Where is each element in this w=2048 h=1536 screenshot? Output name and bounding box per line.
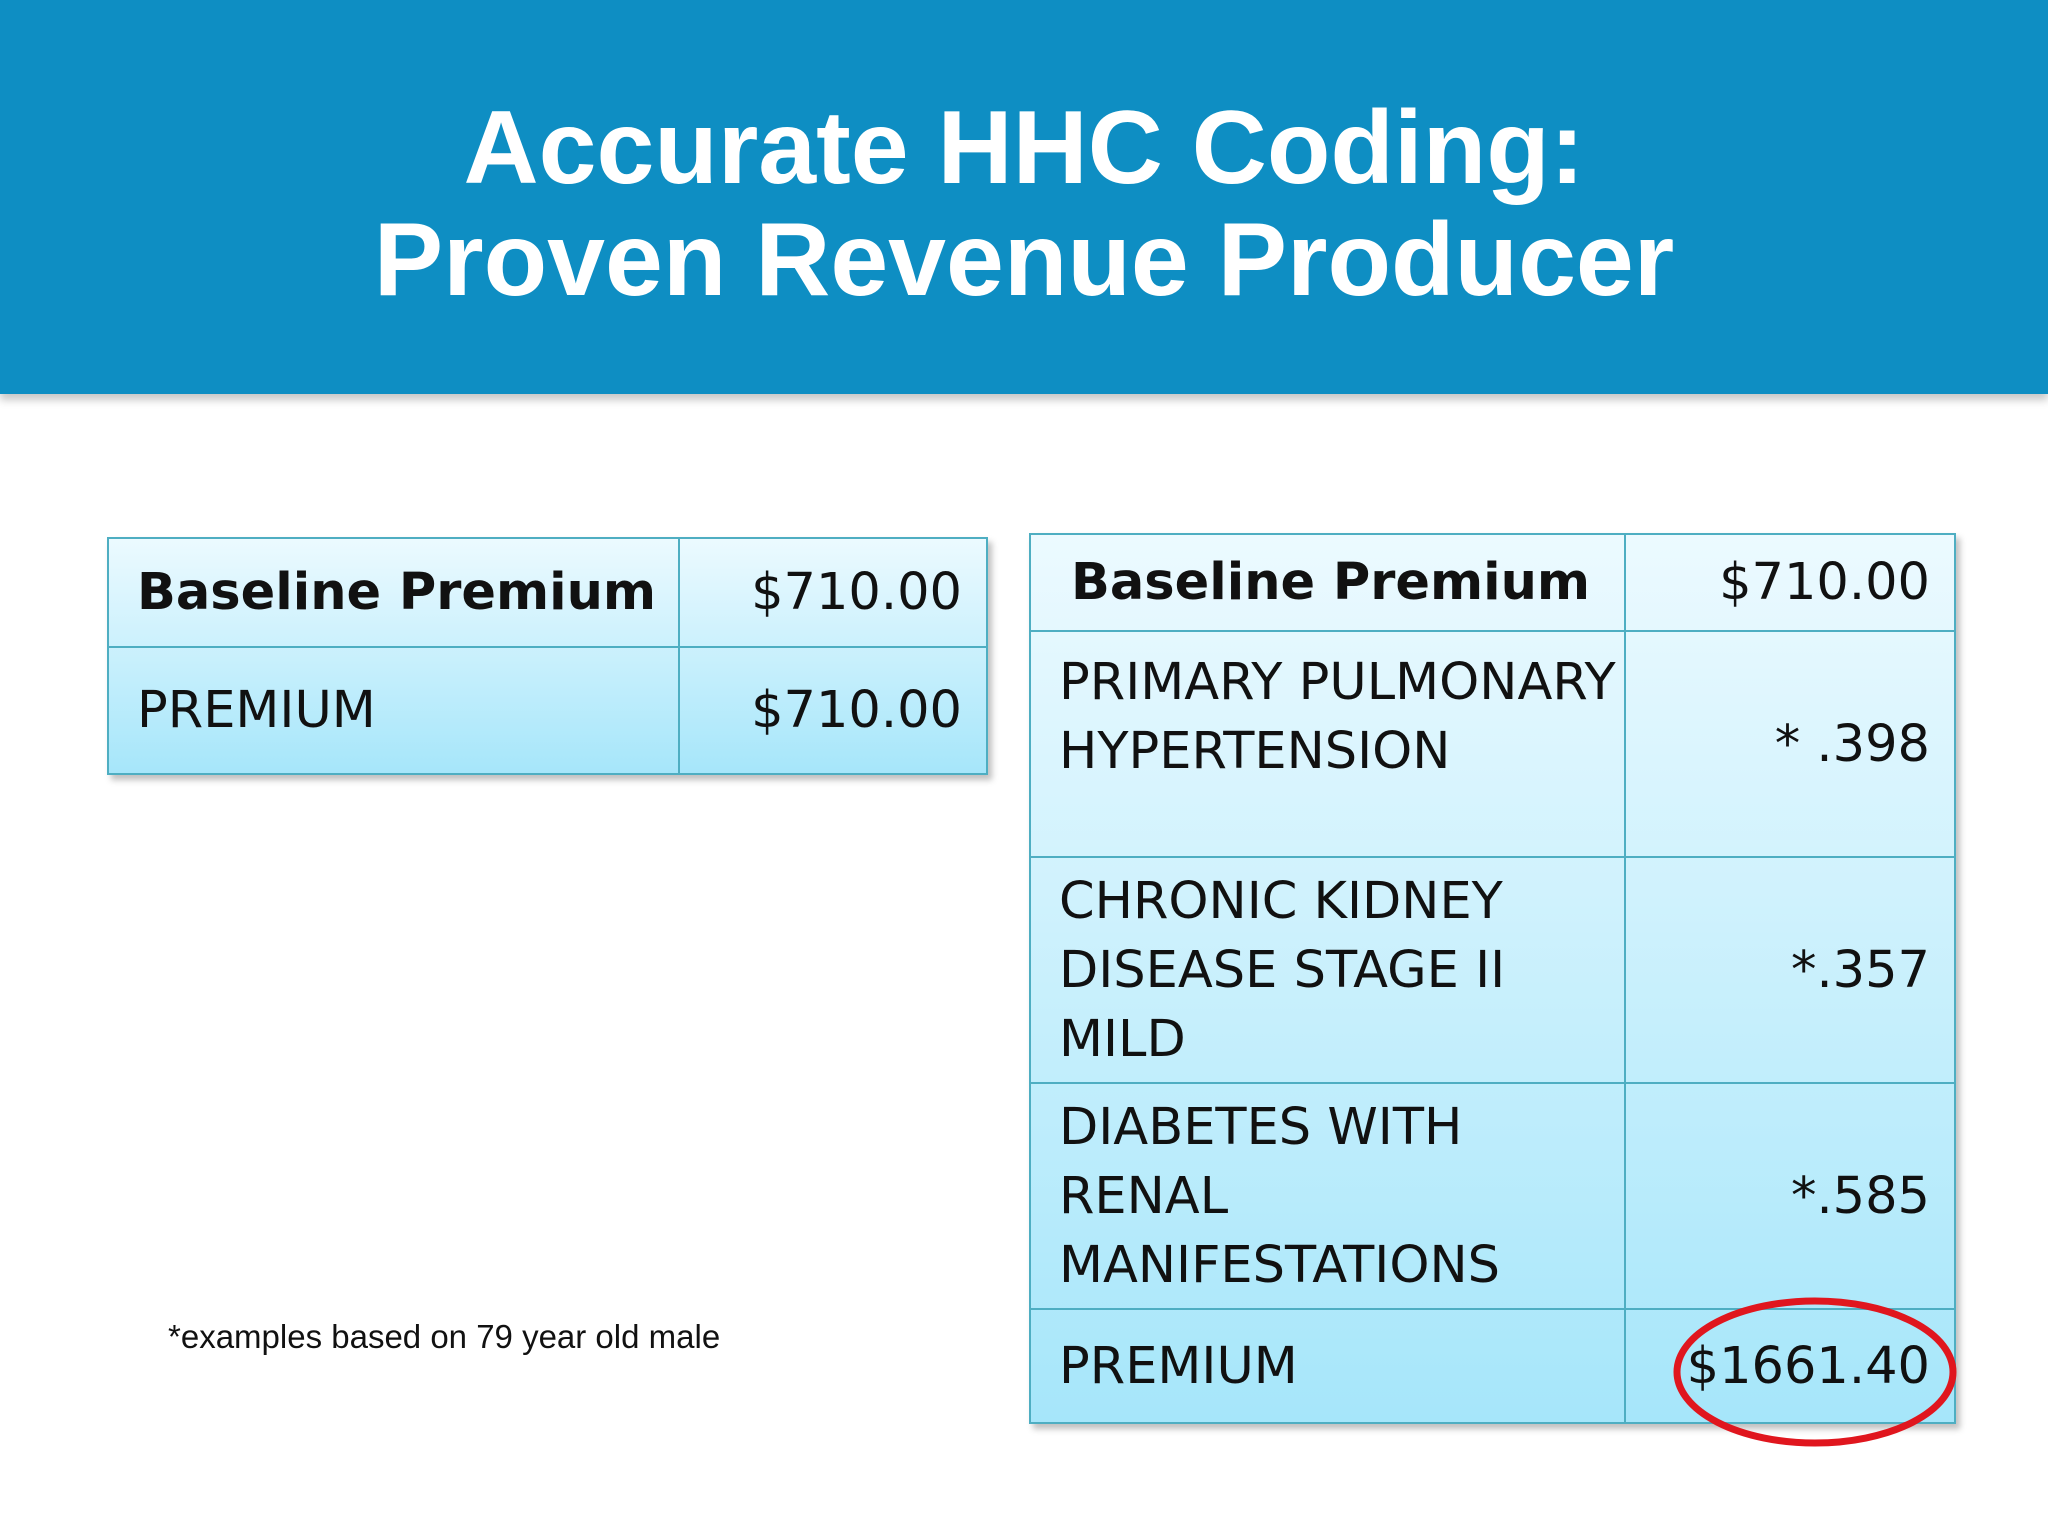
table-row: PRIMARY PULMONARY HYPERTENSION * .398 (1029, 630, 1956, 858)
slide-header: Accurate HHC Coding: Proven Revenue Prod… (0, 0, 2048, 394)
table-row: PREMIUM $1661.40 (1029, 1308, 1956, 1424)
row-value: *.585 (1624, 1082, 1956, 1310)
row-value: *.357 (1624, 856, 1956, 1084)
row-value: $1661.40 (1624, 1308, 1956, 1424)
row-label: CHRONIC KIDNEY DISEASE STAGE II MILD (1029, 856, 1626, 1084)
coded-premium-table: Baseline Premium $710.00 PRIMARY PULMONA… (1029, 533, 1956, 1424)
row-label: PREMIUM (1029, 1308, 1626, 1424)
row-value: $710.00 (678, 537, 988, 648)
table-row: CHRONIC KIDNEY DISEASE STAGE II MILD *.3… (1029, 856, 1956, 1084)
row-label: Baseline Premium (1029, 533, 1626, 632)
table-row: DIABETES WITH RENAL MANIFESTATIONS *.585 (1029, 1082, 1956, 1310)
row-label: PRIMARY PULMONARY HYPERTENSION (1029, 630, 1626, 858)
footnote: *examples based on 79 year old male (168, 1318, 721, 1355)
row-label: PREMIUM (107, 646, 680, 775)
table-row: PREMIUM $710.00 (107, 646, 988, 775)
slide-title-line2: Proven Revenue Producer (373, 202, 1675, 318)
baseline-premium-table: Baseline Premium $710.00 PREMIUM $710.00 (107, 537, 988, 775)
row-label: DIABETES WITH RENAL MANIFESTATIONS (1029, 1082, 1626, 1310)
table-row: Baseline Premium $710.00 (1029, 533, 1956, 632)
row-value: * .398 (1624, 630, 1956, 858)
row-value: $710.00 (1624, 533, 1956, 632)
table-row: Baseline Premium $710.00 (107, 537, 988, 648)
slide-title-line1: Accurate HHC Coding: (463, 90, 1585, 206)
row-label: Baseline Premium (107, 537, 680, 648)
row-value: $710.00 (678, 646, 988, 775)
